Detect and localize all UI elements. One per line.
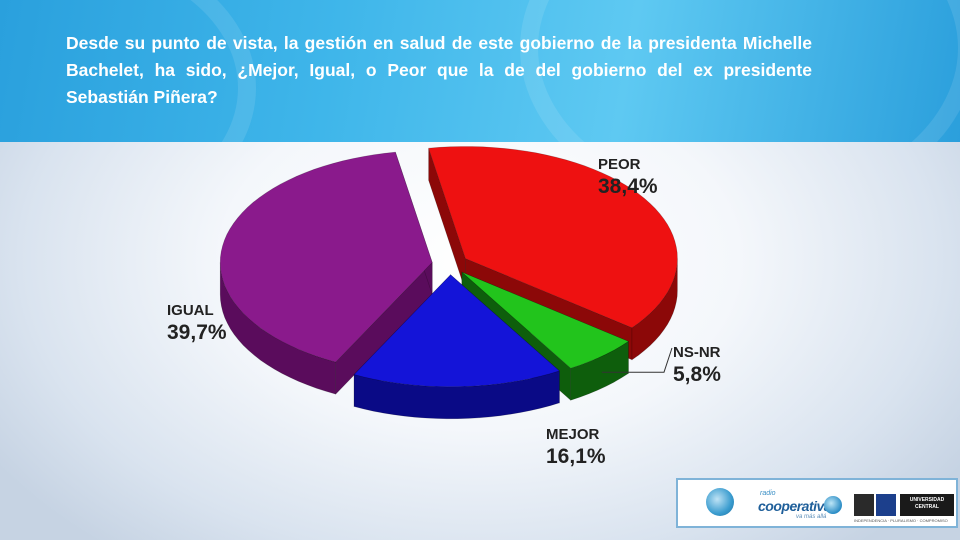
pie-slice-ns-nr [461,271,630,369]
survey-question: Desde su punto de vista, la gestión en s… [66,33,812,107]
cooperativa-dot-icon [824,496,842,514]
globe-logo-icon [706,488,734,516]
university-emblem-icon [854,494,874,516]
slice-name-ns-nr: NS-NR [673,344,721,361]
sponsor-logos: radio cooperativa va más allá UNIVERSIDA… [676,478,958,528]
ns-nr-leader-line [601,347,673,373]
slice-percent-igual: 39,7% [167,321,227,344]
slice-name-peor: PEOR [598,156,641,173]
slice-label-igual: IGUAL 39,7% [167,302,227,346]
university-square-icon [876,494,896,516]
cooperativa-logo: cooperativa [758,498,832,514]
slice-percent-peor: 38,4% [598,175,658,198]
slice-label-ns-nr: NS-NR 5,8% [673,344,721,388]
university-tagline: INDEPENDENCIA · PLURALISMO · COMPROMISO [854,518,948,523]
cooperativa-tagline: va más allá [796,514,827,520]
pie-slice-peor [428,146,678,329]
university-name: UNIVERSIDAD CENTRAL [900,494,954,516]
slice-name-igual: IGUAL [167,302,214,319]
pie-chart [219,146,678,420]
pie-slice-mejor [353,274,561,388]
slice-name-mejor: MEJOR [546,426,600,443]
radio-word: radio [760,490,776,497]
pie-slice-igual [219,151,433,363]
pie-slice-side-igual-0 [219,262,336,395]
slice-percent-mejor: 16,1% [546,445,606,468]
slice-percent-ns-nr: 5,8% [673,363,721,386]
slice-label-peor: PEOR 38,4% [598,156,658,200]
header-banner: Desde su punto de vista, la gestión en s… [0,0,960,142]
pie-slice-side-ns-nr-0 [570,340,629,401]
slice-label-mejor: MEJOR 16,1% [546,426,606,470]
